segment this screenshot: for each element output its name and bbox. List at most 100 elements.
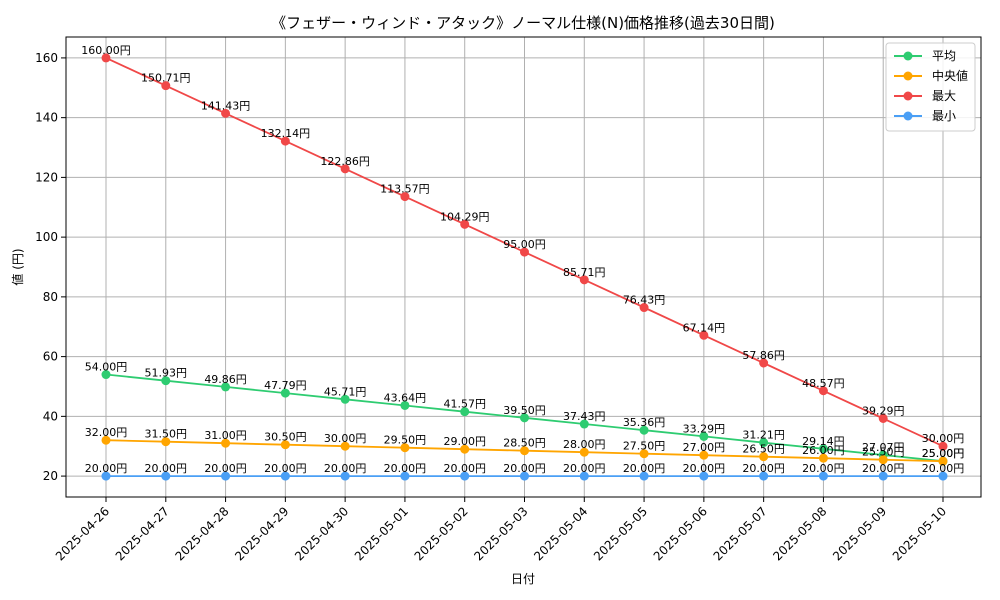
y-tick-label: 140 <box>35 111 58 125</box>
data-label: 20.00円 <box>922 462 965 475</box>
data-point <box>639 425 649 435</box>
data-point <box>938 456 948 466</box>
data-label: 20.00円 <box>802 462 845 475</box>
data-point <box>221 471 231 481</box>
data-label: 20.00円 <box>443 462 486 475</box>
data-label: 141.43円 <box>201 99 251 112</box>
data-point <box>161 81 171 91</box>
data-point <box>639 449 649 459</box>
data-label: 26.00円 <box>802 444 845 457</box>
data-point <box>280 136 290 146</box>
data-label: 57.86円 <box>742 349 785 362</box>
data-point <box>938 471 948 481</box>
legend-label: 最小 <box>932 109 956 123</box>
data-label: 122.86円 <box>320 155 370 168</box>
legend-swatch-marker <box>903 91 913 101</box>
data-point <box>520 247 529 257</box>
data-label: 49.86円 <box>204 373 247 386</box>
data-point <box>699 330 709 340</box>
data-point <box>221 382 231 392</box>
data-point <box>639 303 649 313</box>
data-point <box>878 471 888 481</box>
plot-area-frame <box>65 36 982 498</box>
data-label: 20.00円 <box>85 462 128 475</box>
x-axis-label: 日付 <box>511 572 535 586</box>
data-point <box>340 164 350 174</box>
data-label: 33.29円 <box>683 422 726 435</box>
data-point <box>101 471 111 481</box>
data-point <box>161 437 171 447</box>
y-tick-label: 20 <box>43 469 58 483</box>
legend-label: 平均 <box>932 49 956 63</box>
data-label: 31.50円 <box>145 428 188 441</box>
legend-box <box>885 42 976 132</box>
data-label: 43.64円 <box>384 391 427 404</box>
data-label: 27.07円 <box>862 441 905 454</box>
data-label: 31.21円 <box>742 429 785 442</box>
data-point <box>878 413 888 423</box>
data-label: 25.50円 <box>862 446 905 459</box>
data-label: 113.57円 <box>380 183 430 196</box>
data-point <box>520 446 529 456</box>
data-point <box>520 471 529 481</box>
data-label: 150.71円 <box>141 72 191 85</box>
data-point <box>520 413 529 423</box>
data-point <box>460 219 470 229</box>
data-point <box>699 431 709 441</box>
data-label: 37.43円 <box>563 410 606 423</box>
data-point <box>878 455 888 465</box>
data-point <box>400 443 410 453</box>
data-point <box>460 444 470 454</box>
data-point <box>699 471 709 481</box>
data-label: 54.00円 <box>85 361 128 374</box>
data-label: 132.14円 <box>261 127 311 140</box>
data-label: 85.71円 <box>563 266 606 279</box>
data-point <box>161 471 171 481</box>
data-label: 27.00円 <box>683 441 726 454</box>
data-label: 67.14円 <box>683 321 726 334</box>
legend-swatch-marker <box>903 51 913 61</box>
data-point <box>818 453 828 463</box>
data-point <box>639 471 649 481</box>
data-label: 160.00円 <box>81 44 131 57</box>
data-label: 20.00円 <box>204 462 247 475</box>
data-point <box>759 358 769 368</box>
legend-swatch-marker <box>903 111 913 121</box>
data-label: 39.29円 <box>862 404 905 417</box>
data-point <box>101 53 111 63</box>
data-label: 29.00円 <box>443 435 486 448</box>
data-point <box>280 440 290 450</box>
y-axis-label: 値 (円) <box>10 248 25 285</box>
data-point <box>340 394 350 404</box>
data-point <box>221 438 231 448</box>
data-point <box>579 275 589 285</box>
data-point <box>759 438 769 448</box>
data-label: 20.00円 <box>264 462 307 475</box>
legend-label: 中央値 <box>932 68 968 83</box>
chart-title: 《フェザー・ウィンド・アタック》ノーマル仕様(N)価格推移(過去30日間) <box>271 14 775 32</box>
data-label: 39.50円 <box>503 404 546 417</box>
data-label: 20.00円 <box>384 462 427 475</box>
data-label: 20.00円 <box>563 462 606 475</box>
data-label: 25.00円 <box>922 447 965 460</box>
data-point <box>161 376 171 386</box>
data-point <box>400 471 410 481</box>
data-label: 20.00円 <box>742 462 785 475</box>
y-axis: 20 40 60 80 100 120 140 160 <box>35 51 66 483</box>
data-point <box>460 471 470 481</box>
data-point <box>400 400 410 410</box>
data-point <box>280 388 290 398</box>
data-label: 27.50円 <box>623 440 666 453</box>
data-point <box>579 471 589 481</box>
data-label: 51.93円 <box>145 367 188 380</box>
data-label: 95.00円 <box>503 238 546 251</box>
data-label: 20.00円 <box>503 462 546 475</box>
data-label: 30.00円 <box>324 432 367 445</box>
y-tick-label: 160 <box>35 51 58 65</box>
data-point <box>759 452 769 462</box>
data-label: 30.50円 <box>264 431 307 444</box>
y-tick-label: 100 <box>35 230 58 244</box>
legend-label: 最大 <box>932 89 956 103</box>
data-label: 20.00円 <box>623 462 666 475</box>
